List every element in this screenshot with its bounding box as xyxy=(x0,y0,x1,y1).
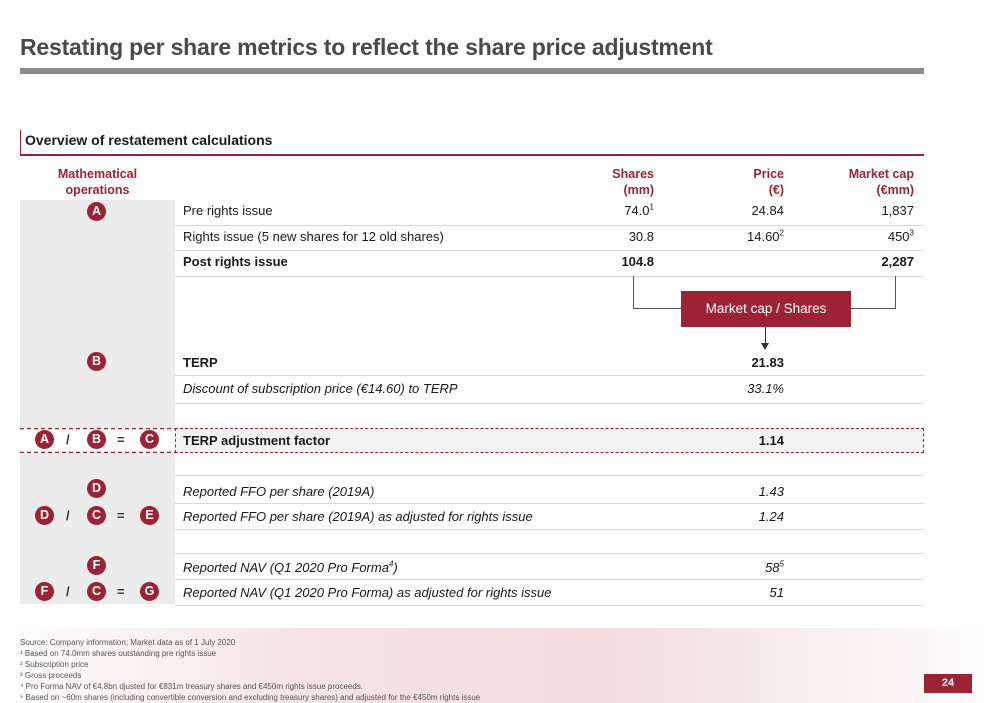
equals-operator: = xyxy=(117,508,125,523)
col-header-price: Price (€) xyxy=(753,166,784,198)
row-factor-label: TERP adjustment factor xyxy=(183,433,331,448)
row-ffo-adj-value: 1.24 xyxy=(758,509,784,524)
row-divider xyxy=(175,403,924,404)
row-rights-shares: 30.8 xyxy=(628,229,654,244)
footnote-1: ¹ Based on 74.0mm shares outstanding pre… xyxy=(20,649,217,658)
footnote-5: ⁵ Based on ~60m shares (including conver… xyxy=(20,693,481,702)
row-nav-value: 585 xyxy=(765,559,784,575)
mcap-connector xyxy=(851,276,896,309)
letter-g-circle: G xyxy=(140,582,159,601)
row-ffo-adj-label: Reported FFO per share (2019A) as adjust… xyxy=(183,509,533,524)
terp-factor-dash-left xyxy=(20,428,175,453)
col-header-math-line1: Mathematical xyxy=(57,167,138,181)
row-nav-adj-value: 51 xyxy=(769,585,784,600)
row-ffo-label: Reported FFO per share (2019A) xyxy=(183,484,375,499)
letter-a-circle: A xyxy=(35,430,54,449)
calc-arrow-down-icon xyxy=(761,343,769,350)
col-header-shares-line1: Shares xyxy=(612,167,654,181)
footer-decoration xyxy=(0,628,1000,703)
operations-panel xyxy=(20,200,175,604)
col-header-mcap: Market cap (€mm) xyxy=(849,166,914,198)
row-divider xyxy=(175,553,924,554)
row-factor-value: 1.14 xyxy=(758,433,784,448)
col-header-math: Mathematical operations xyxy=(20,166,175,198)
footnote-2: ² Subscription price xyxy=(20,660,89,669)
divide-operator: / xyxy=(66,432,70,447)
page-number: 24 xyxy=(924,674,972,693)
row-pre-mcap: 1,837 xyxy=(881,203,914,218)
letter-c-circle: C xyxy=(87,582,106,601)
page-title: Restating per share metrics to reflect t… xyxy=(20,34,713,60)
row-rights-mcap: 4503 xyxy=(887,228,914,244)
calc-arrow-line xyxy=(765,327,766,344)
row-post-shares: 104.8 xyxy=(621,254,654,269)
col-header-mcap-line2: (€mm) xyxy=(876,183,914,197)
letter-f-circle: F xyxy=(35,582,54,601)
footnotes: Source: Company information; Market data… xyxy=(20,637,480,703)
row-discount-value: 33.1% xyxy=(747,381,784,396)
letter-d-circle: D xyxy=(87,479,106,498)
col-header-shares-line2: (mm) xyxy=(623,183,654,197)
row-divider xyxy=(175,579,924,580)
footnote-source: Source: Company information; Market data… xyxy=(20,638,236,647)
title-rule xyxy=(20,68,924,74)
row-nav-adj-label: Reported NAV (Q1 2020 Pro Forma) as adju… xyxy=(183,585,552,600)
footnote-3: ³ Gross proceeds xyxy=(20,671,82,680)
divide-operator: / xyxy=(66,508,70,523)
row-ffo-value: 1.43 xyxy=(758,484,784,499)
letter-c-circle: C xyxy=(140,430,159,449)
row-post-label: Post rights issue xyxy=(183,254,288,269)
row-nav-label: Reported NAV (Q1 2020 Pro Forma4) xyxy=(183,559,398,575)
row-terp-price: 21.83 xyxy=(751,355,784,370)
row-discount-label: Discount of subscription price (€14.60) … xyxy=(183,381,458,396)
row-post-mcap: 2,287 xyxy=(881,254,914,269)
row-rights-price: 14.602 xyxy=(747,228,784,244)
col-header-price-line2: (€) xyxy=(768,183,784,197)
col-header-math-line2: operations xyxy=(65,183,130,197)
footnote-4: ⁴ Pro Forma NAV of €4.8bn djusted for €8… xyxy=(20,682,364,691)
calc-box-mcap-over-shares: Market cap / Shares xyxy=(681,291,851,327)
terp-factor-highlight xyxy=(175,428,924,453)
row-divider xyxy=(175,225,924,226)
row-pre-shares: 74.01 xyxy=(624,202,654,218)
equals-operator: = xyxy=(117,432,125,447)
letter-c-circle: C xyxy=(87,506,106,525)
row-divider xyxy=(175,475,924,476)
divide-operator: / xyxy=(66,584,70,599)
equals-operator: = xyxy=(117,584,125,599)
row-pre-price: 24.84 xyxy=(751,203,784,218)
row-divider xyxy=(175,250,924,251)
col-header-mcap-line1: Market cap xyxy=(848,167,914,181)
row-divider xyxy=(175,529,924,530)
letter-e-circle: E xyxy=(140,506,159,525)
letter-b-circle: B xyxy=(87,352,106,371)
row-divider xyxy=(175,276,924,277)
row-divider xyxy=(175,605,924,606)
letter-f-circle: F xyxy=(87,556,106,575)
row-rights-label: Rights issue (5 new shares for 12 old sh… xyxy=(183,229,444,244)
row-terp-label: TERP xyxy=(183,355,218,370)
shares-connector xyxy=(633,276,681,309)
letter-a-circle: A xyxy=(87,202,106,221)
row-divider xyxy=(175,503,924,504)
col-header-price-line1: Price xyxy=(753,167,784,181)
col-header-shares: Shares (mm) xyxy=(612,166,654,198)
letter-b-circle: B xyxy=(87,430,106,449)
row-divider xyxy=(175,375,924,376)
row-pre-label: Pre rights issue xyxy=(183,203,273,218)
letter-d-circle: D xyxy=(35,506,54,525)
section-title: Overview of restatement calculations xyxy=(20,130,924,156)
